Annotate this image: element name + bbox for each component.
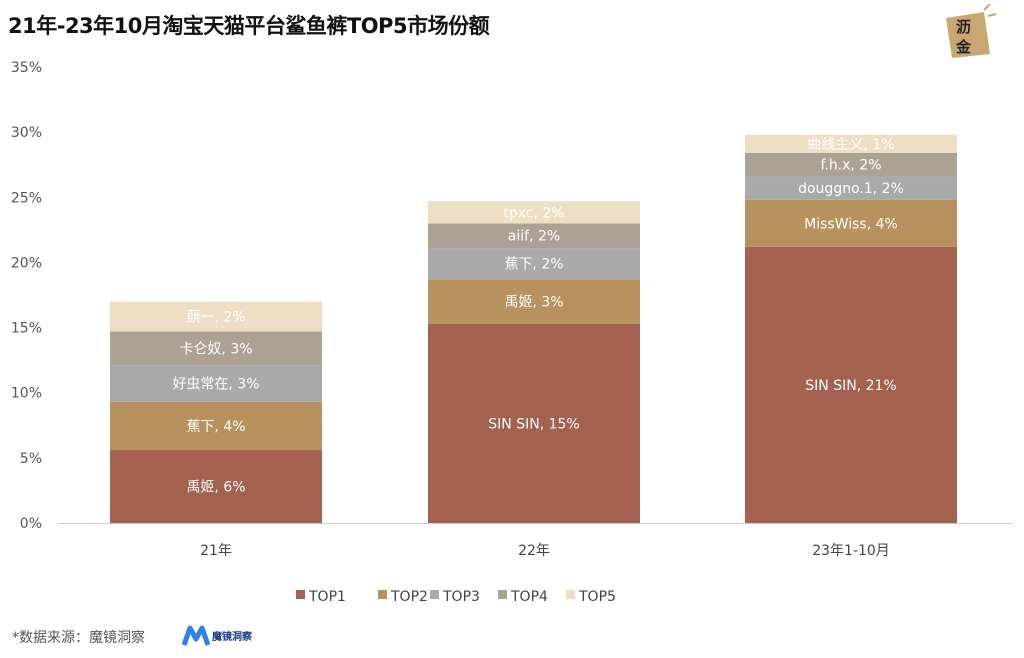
bar-segment-top3 — [745, 176, 957, 200]
y-tick-label: 10% — [11, 386, 42, 402]
bar-segment-top1 — [110, 450, 322, 523]
bar-segment-top1 — [745, 246, 957, 523]
brand-logo: 沥 金 — [946, 4, 997, 58]
legend-swatch-top1 — [296, 590, 305, 599]
data-label: SIN SIN, 15% — [488, 416, 579, 432]
data-label: MissWiss, 4% — [804, 216, 898, 232]
data-label: 好虫常在, 3% — [172, 377, 259, 393]
y-tick-label: 5% — [20, 451, 42, 467]
data-label: 蕉下, 4% — [186, 419, 245, 435]
data-source: *数据来源：魔镜洞察 — [12, 630, 145, 646]
bar-segment-top4 — [110, 331, 322, 366]
bar-segment-top2 — [428, 279, 640, 324]
bar-segment-top5 — [428, 201, 640, 224]
data-label: douggno.1, 2% — [798, 181, 904, 197]
y-tick-label: 0% — [20, 516, 42, 532]
bar-segment-top2 — [745, 199, 957, 247]
data-label: 卡仑奴, 3% — [179, 340, 252, 357]
data-label: 蕉下, 2% — [504, 257, 563, 273]
x-tick-label: 21年 — [200, 543, 232, 559]
bar-segment-top4 — [428, 223, 640, 249]
data-label: tpxc, 2% — [503, 205, 564, 221]
chart-title: 21年-23年10月淘宝天猫平台鲨鱼裤TOP5市场份额 — [8, 14, 490, 38]
bar-segment-top3 — [110, 365, 322, 402]
legend-label: TOP3 — [442, 589, 480, 605]
bar-segment-top5 — [745, 134, 957, 153]
legend-swatch-top5 — [566, 590, 575, 599]
legend-label: TOP2 — [390, 589, 428, 605]
svg-text:金: 金 — [955, 38, 972, 56]
x-tick-label: 23年1-10月 — [812, 543, 890, 559]
legend-swatch-top3 — [430, 590, 439, 599]
y-tick-label: 15% — [11, 321, 42, 337]
data-label: 曲线主义, 1% — [807, 137, 894, 153]
mojing-logo: 魔镜洞察 — [182, 625, 253, 646]
bar-segment-top5 — [110, 301, 322, 332]
data-label: 禹姬, 3% — [504, 295, 563, 311]
data-label: 禹姬, 6% — [186, 480, 245, 496]
legend-swatch-top2 — [378, 590, 387, 599]
stacked-bar-chart: 0% 5% 10% 15% 20% 25% 30% 35% 禹姬, 6% 蕉下, 4% 好虫常在, … — [11, 60, 1012, 605]
data-label: aiif, 2% — [508, 229, 560, 245]
data-label: f.h.x, 2% — [820, 158, 881, 174]
legend-label: TOP4 — [510, 589, 548, 605]
mojing-logo-text: 魔镜洞察 — [212, 630, 253, 643]
legend-swatch-top4 — [498, 590, 507, 599]
bar-segment-top1 — [428, 323, 640, 523]
y-tick-label: 35% — [11, 60, 42, 76]
bar-segment-top4 — [745, 152, 957, 177]
bar-segment-top2 — [110, 401, 322, 451]
legend-label: TOP5 — [578, 589, 616, 605]
y-tick-label: 25% — [11, 190, 42, 206]
y-tick-label: 20% — [11, 255, 42, 271]
legend-label: TOP1 — [308, 589, 346, 605]
data-label: 蕻一, 2% — [186, 309, 245, 325]
x-tick-label: 22年 — [518, 543, 550, 559]
bar-segment-top3 — [428, 248, 640, 280]
svg-text:沥: 沥 — [956, 18, 971, 36]
data-label: SIN SIN, 21% — [805, 378, 896, 394]
y-tick-label: 30% — [11, 125, 42, 141]
